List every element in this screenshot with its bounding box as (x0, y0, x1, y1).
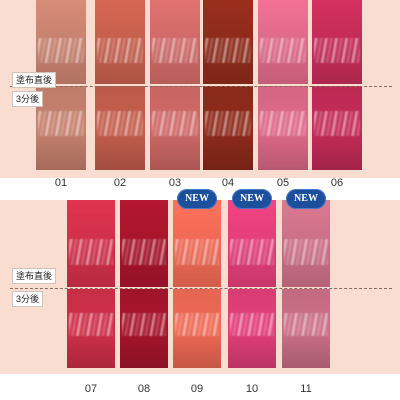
shade-number: 05 (276, 177, 290, 189)
shade-number: 03 (168, 177, 182, 189)
gloss-highlight (283, 239, 329, 266)
swatch-after-3min (150, 86, 200, 170)
swatch-after-3min (203, 86, 253, 170)
gloss-highlight (205, 111, 251, 137)
lip-swatch-05 (258, 0, 308, 170)
shade-number: 10 (245, 383, 259, 395)
lip-swatch-04 (203, 0, 253, 170)
gloss-highlight (152, 37, 198, 63)
bottom-swatch-panel: 塗布直後 3分後 07 08 09 10 11 NEW NEW NEW (0, 189, 400, 400)
swatch-immediate (203, 0, 253, 84)
gloss-highlight (229, 239, 275, 266)
lip-swatch-02 (95, 0, 145, 170)
swatch-immediate (173, 200, 221, 287)
gloss-highlight (68, 239, 114, 266)
gloss-highlight (314, 111, 360, 137)
swatch-immediate (36, 0, 86, 84)
gloss-highlight (68, 312, 114, 337)
top-divider (10, 86, 392, 87)
swatch-immediate (282, 200, 330, 287)
gloss-highlight (260, 37, 306, 63)
new-badge: NEW (286, 189, 326, 209)
lip-swatch-01 (36, 0, 86, 170)
bottom-divider (10, 288, 392, 289)
swatch-after-3min (282, 289, 330, 368)
lip-swatch-09 (173, 200, 221, 368)
swatch-immediate (67, 200, 115, 287)
gloss-highlight (174, 239, 220, 266)
swatch-after-3min (173, 289, 221, 368)
swatch-immediate (228, 200, 276, 287)
lip-swatch-08 (120, 200, 168, 368)
swatch-after-3min (67, 289, 115, 368)
shade-number: 08 (137, 383, 151, 395)
bottom-label-immediately: 塗布直後 (12, 268, 57, 284)
lip-swatch-07 (67, 200, 115, 368)
bottom-label-after3: 3分後 (12, 291, 44, 307)
swatch-immediate (312, 0, 362, 84)
gloss-highlight (97, 37, 143, 63)
shade-number: 06 (330, 177, 344, 189)
swatch-after-3min (36, 86, 86, 170)
new-badge: NEW (177, 189, 217, 209)
lip-swatch-10 (228, 200, 276, 368)
lip-swatch-11 (282, 200, 330, 368)
shade-number: 11 (300, 383, 312, 395)
shade-number: 07 (84, 383, 98, 395)
swatch-after-3min (120, 289, 168, 368)
gloss-highlight (174, 312, 220, 337)
gloss-highlight (38, 111, 84, 137)
top-label-after3: 3分後 (12, 91, 44, 107)
top-swatch-panel: 塗布直後 3分後 01 02 03 04 05 06 (0, 0, 400, 189)
swatch-after-3min (228, 289, 276, 368)
gloss-highlight (97, 111, 143, 137)
swatch-immediate (150, 0, 200, 84)
top-label-immediately: 塗布直後 (12, 72, 57, 88)
gloss-highlight (260, 111, 306, 137)
swatch-immediate (258, 0, 308, 84)
gloss-highlight (121, 312, 167, 337)
lip-swatch-06 (312, 0, 362, 170)
gloss-highlight (229, 312, 275, 337)
new-badge: NEW (232, 189, 272, 209)
shade-number: 02 (113, 177, 127, 189)
swatch-after-3min (312, 86, 362, 170)
swatch-after-3min (258, 86, 308, 170)
gloss-highlight (152, 111, 198, 137)
gloss-highlight (205, 37, 251, 63)
swatch-after-3min (95, 86, 145, 170)
shade-number: 01 (54, 177, 68, 189)
swatch-immediate (95, 0, 145, 84)
gloss-highlight (283, 312, 329, 337)
gloss-highlight (38, 37, 84, 63)
shade-number: 04 (221, 177, 235, 189)
lip-swatch-03 (150, 0, 200, 170)
shade-number: 09 (190, 383, 204, 395)
gloss-highlight (314, 37, 360, 63)
gloss-highlight (121, 239, 167, 266)
swatch-immediate (120, 200, 168, 287)
